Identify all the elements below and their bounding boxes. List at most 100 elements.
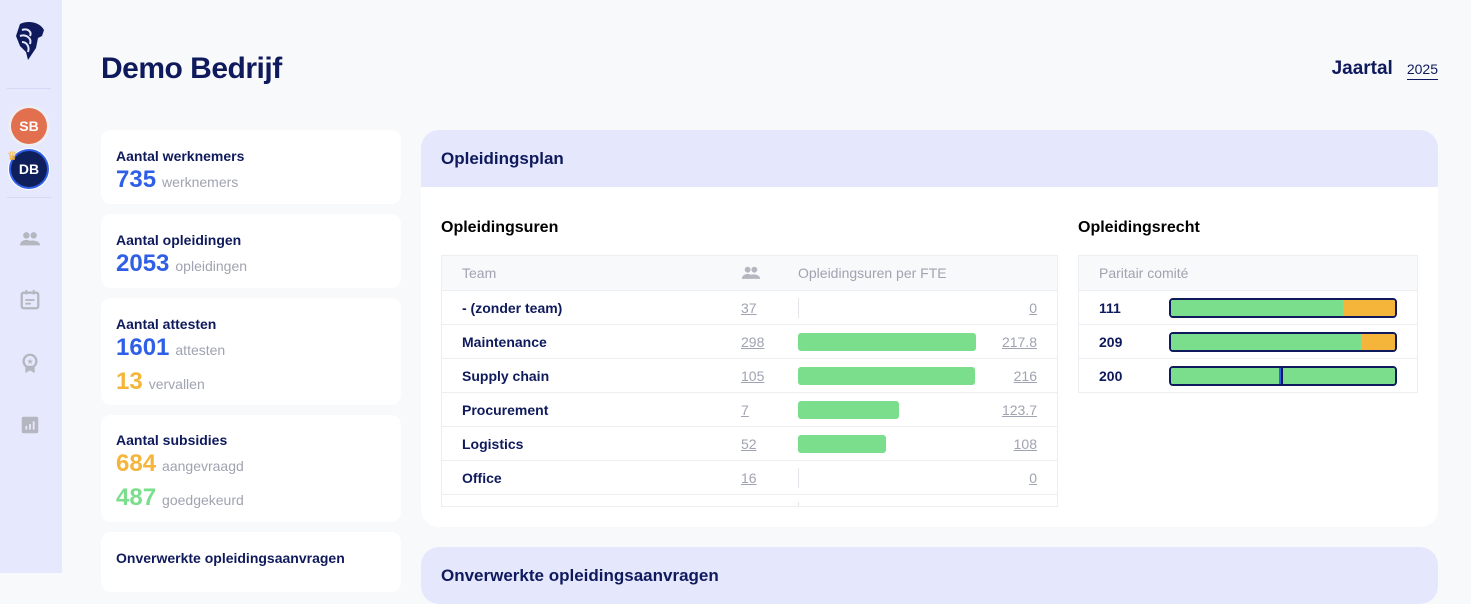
stat-value: 2053 xyxy=(116,250,170,277)
divider xyxy=(7,88,51,89)
rights-bar[interactable] xyxy=(1169,365,1397,386)
col-pc: Paritair comité xyxy=(1099,265,1189,281)
pc-code: 200 xyxy=(1099,367,1123,384)
card-subsidies[interactable]: Aantal subsidies 684 aangevraagd 487 goedg… xyxy=(101,415,401,522)
hours-bar xyxy=(798,366,975,385)
rights-title: Opleidingsrecht xyxy=(1078,219,1200,236)
rights-bar-used xyxy=(1171,367,1281,384)
year-value[interactable]: 2025 xyxy=(1406,61,1438,80)
rights-bar[interactable] xyxy=(1169,331,1397,352)
pc-row[interactable]: 200 xyxy=(1079,358,1417,392)
card-title: Aantal werknemers xyxy=(116,148,245,164)
pc-code: 209 xyxy=(1099,333,1123,350)
rights-bar-remaining xyxy=(1281,367,1395,384)
calendar-icon[interactable] xyxy=(19,289,41,311)
stat-unit: opleidingen xyxy=(175,258,248,274)
hours-link[interactable]: 0 xyxy=(1029,504,1037,507)
sidebar: SB DB ♛ ★ xyxy=(0,0,62,573)
card-certificates[interactable]: Aantal attesten 1601 attesten 13 vervallen xyxy=(101,298,401,405)
stat-unit: vervallen xyxy=(148,376,205,392)
hours-link[interactable]: 0 xyxy=(1029,299,1037,316)
card-title: Aantal opleidingen xyxy=(116,232,242,248)
stat-value: 487 xyxy=(116,484,157,511)
member-count-link[interactable]: 105 xyxy=(741,367,765,384)
table-row[interactable]: Procurement 7 123.7 xyxy=(442,392,1057,426)
crown-icon: ♛ xyxy=(7,149,18,163)
hours-link[interactable]: 0 xyxy=(1029,469,1037,486)
hours-bar xyxy=(798,400,899,419)
panel-title: Opleidingsplan xyxy=(421,130,1438,187)
col-hours: Opleidingsuren per FTE xyxy=(798,265,947,281)
card-title: Aantal attesten xyxy=(116,316,217,332)
award-icon[interactable]: ★ xyxy=(19,352,41,374)
table-header: Team Opleidingsuren per FTE xyxy=(442,256,1057,290)
stat-value: 684 xyxy=(116,450,157,477)
team-icon[interactable] xyxy=(19,228,41,250)
table-row[interactable]: - (zonder team) 37 0 xyxy=(442,290,1057,324)
stat-value: 735 xyxy=(116,166,157,193)
team-name: Maintenance xyxy=(462,333,547,350)
hours-bar-empty xyxy=(798,501,799,506)
hours-bar-empty xyxy=(798,297,799,318)
rights-bar-orange xyxy=(1343,299,1395,316)
report-icon[interactable] xyxy=(19,414,41,436)
page-title: Demo Bedrijf xyxy=(101,52,282,85)
member-count-link[interactable]: 52 xyxy=(741,435,757,452)
stat-unit: aangevraagd xyxy=(162,458,244,474)
stat-unit: werknemers xyxy=(162,174,239,190)
members-icon xyxy=(741,266,761,279)
stat-unit: goedgekeurd xyxy=(162,492,244,508)
hours-table[interactable]: Team Opleidingsuren per FTE - (zonder te… xyxy=(441,255,1058,507)
hours-link[interactable]: 217.8 xyxy=(1001,333,1037,350)
team-name: - (zonder team) xyxy=(462,299,563,316)
hours-bar xyxy=(798,332,976,351)
rights-table[interactable]: Paritair comité 111 209 200 xyxy=(1078,255,1418,393)
hours-link[interactable]: 216 xyxy=(1013,367,1037,384)
table-row[interactable]: Office 16 0 xyxy=(442,460,1057,494)
hours-link[interactable]: 123.7 xyxy=(1001,401,1037,418)
card-trainings[interactable]: Aantal opleidingen 2053 opleidingen xyxy=(101,214,401,288)
hours-title: Opleidingsuren xyxy=(441,219,559,236)
avatar-db[interactable]: DB xyxy=(11,151,47,187)
team-name: Management xyxy=(462,504,548,507)
rights-bar-green xyxy=(1171,299,1344,316)
card-employees[interactable]: Aantal werknemers 735 werknemers xyxy=(101,130,401,204)
rights-bar-orange xyxy=(1361,333,1395,350)
table-header: Paritair comité xyxy=(1079,256,1417,290)
avatar-sb[interactable]: SB xyxy=(11,108,47,144)
card-title: Onverwerkte opleidingsaanvragen xyxy=(116,550,345,566)
pc-row[interactable]: 111 xyxy=(1079,290,1417,324)
stat-value: 13 xyxy=(116,368,143,395)
pending-requests-panel: Onverwerkte opleidingsaanvragen xyxy=(421,547,1438,604)
year-label: Jaartal xyxy=(1331,58,1393,79)
member-count-link[interactable]: 6 xyxy=(741,504,749,507)
member-count-link[interactable]: 7 xyxy=(741,401,749,418)
stat-value: 1601 xyxy=(116,334,170,361)
rights-bar[interactable] xyxy=(1169,297,1397,318)
team-name: Logistics xyxy=(462,435,524,452)
member-count-link[interactable]: 298 xyxy=(741,333,765,350)
stat-unit: attesten xyxy=(175,342,226,358)
panel-title: Onverwerkte opleidingsaanvragen xyxy=(421,547,1438,604)
card-pending-requests[interactable]: Onverwerkte opleidingsaanvragen xyxy=(101,532,401,592)
rights-bar-green xyxy=(1171,333,1362,350)
pc-code: 111 xyxy=(1099,299,1121,316)
year-selector[interactable]: Jaartal 2025 xyxy=(1332,58,1438,80)
team-name: Procurement xyxy=(462,401,549,418)
table-row[interactable]: Maintenance 298 217.8 xyxy=(442,324,1057,358)
col-team: Team xyxy=(462,265,497,281)
table-row[interactable]: Management 6 0 xyxy=(442,494,1057,507)
member-count-link[interactable]: 37 xyxy=(741,299,757,316)
team-name: Supply chain xyxy=(462,367,550,384)
divider xyxy=(7,197,51,198)
team-name: Office xyxy=(462,469,502,486)
svg-text:★: ★ xyxy=(27,357,34,366)
member-count-link[interactable]: 16 xyxy=(741,469,757,486)
table-row[interactable]: Logistics 52 108 xyxy=(442,426,1057,460)
lion-logo-icon[interactable] xyxy=(12,20,46,64)
pc-row[interactable]: 209 xyxy=(1079,324,1417,358)
hours-link[interactable]: 108 xyxy=(1013,435,1037,452)
table-row[interactable]: Supply chain 105 216 xyxy=(442,358,1057,392)
training-plan-panel: Opleidingsplan Opleidingsuren Team Oplei… xyxy=(421,130,1438,527)
card-title: Aantal subsidies xyxy=(116,432,228,448)
